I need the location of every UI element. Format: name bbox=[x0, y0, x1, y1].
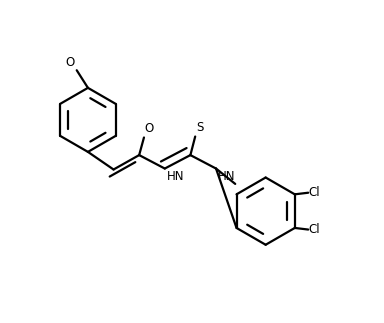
Text: HN: HN bbox=[166, 170, 184, 182]
Text: Cl: Cl bbox=[309, 223, 321, 236]
Text: HN: HN bbox=[218, 170, 235, 183]
Text: O: O bbox=[145, 122, 154, 135]
Text: S: S bbox=[197, 121, 204, 134]
Text: O: O bbox=[66, 56, 75, 68]
Text: Cl: Cl bbox=[309, 186, 321, 199]
